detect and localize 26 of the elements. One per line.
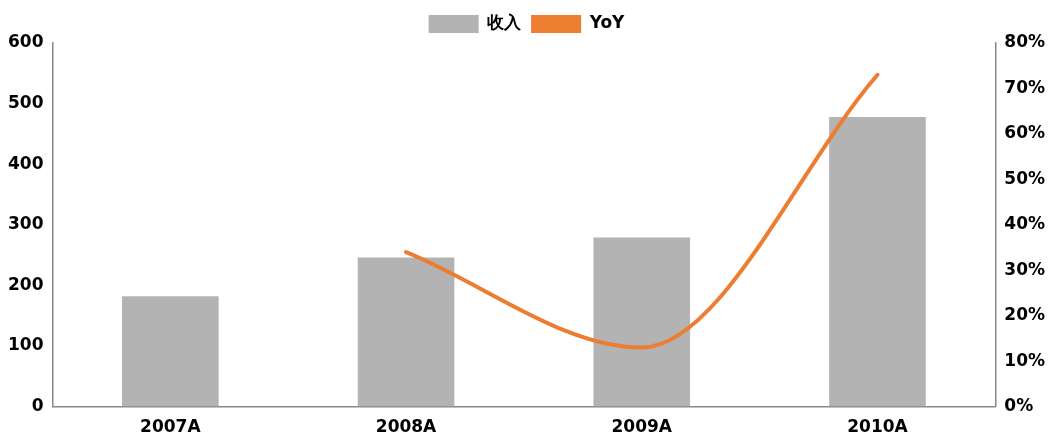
bar (122, 296, 219, 407)
y2-tick-label: 0% (1004, 395, 1034, 416)
y-tick-label: 600 (7, 31, 44, 52)
bar (357, 257, 455, 407)
legend-label: 收入 (487, 12, 523, 33)
y-tick-label: 100 (7, 334, 44, 355)
y-tick-label: 500 (7, 92, 44, 113)
bar (593, 237, 691, 407)
y2-tick-label: 10% (1004, 349, 1046, 370)
y2-tick-label: 20% (1004, 304, 1046, 325)
y2-tick-label: 70% (1004, 76, 1046, 97)
y-tick-label: 400 (7, 152, 44, 173)
x-tick-label: 2008A (375, 416, 438, 437)
y2-tick-label: 60% (1004, 122, 1046, 143)
legend-label: YoY (588, 12, 626, 33)
bar (829, 116, 926, 407)
y2-tick-label: 30% (1004, 258, 1046, 279)
y-tick-label: 200 (7, 273, 44, 294)
y2-tick-label: 50% (1004, 167, 1046, 188)
y2-tick-label: 40% (1004, 213, 1046, 234)
x-tick-label: 2007A (140, 416, 202, 437)
x-tick-label: 2010A (847, 416, 909, 437)
y-tick-label: 300 (7, 213, 44, 234)
y-tick-label: 0 (31, 395, 44, 416)
y2-tick-label: 80% (1004, 31, 1046, 52)
x-tick-label: 2009A (611, 416, 673, 437)
